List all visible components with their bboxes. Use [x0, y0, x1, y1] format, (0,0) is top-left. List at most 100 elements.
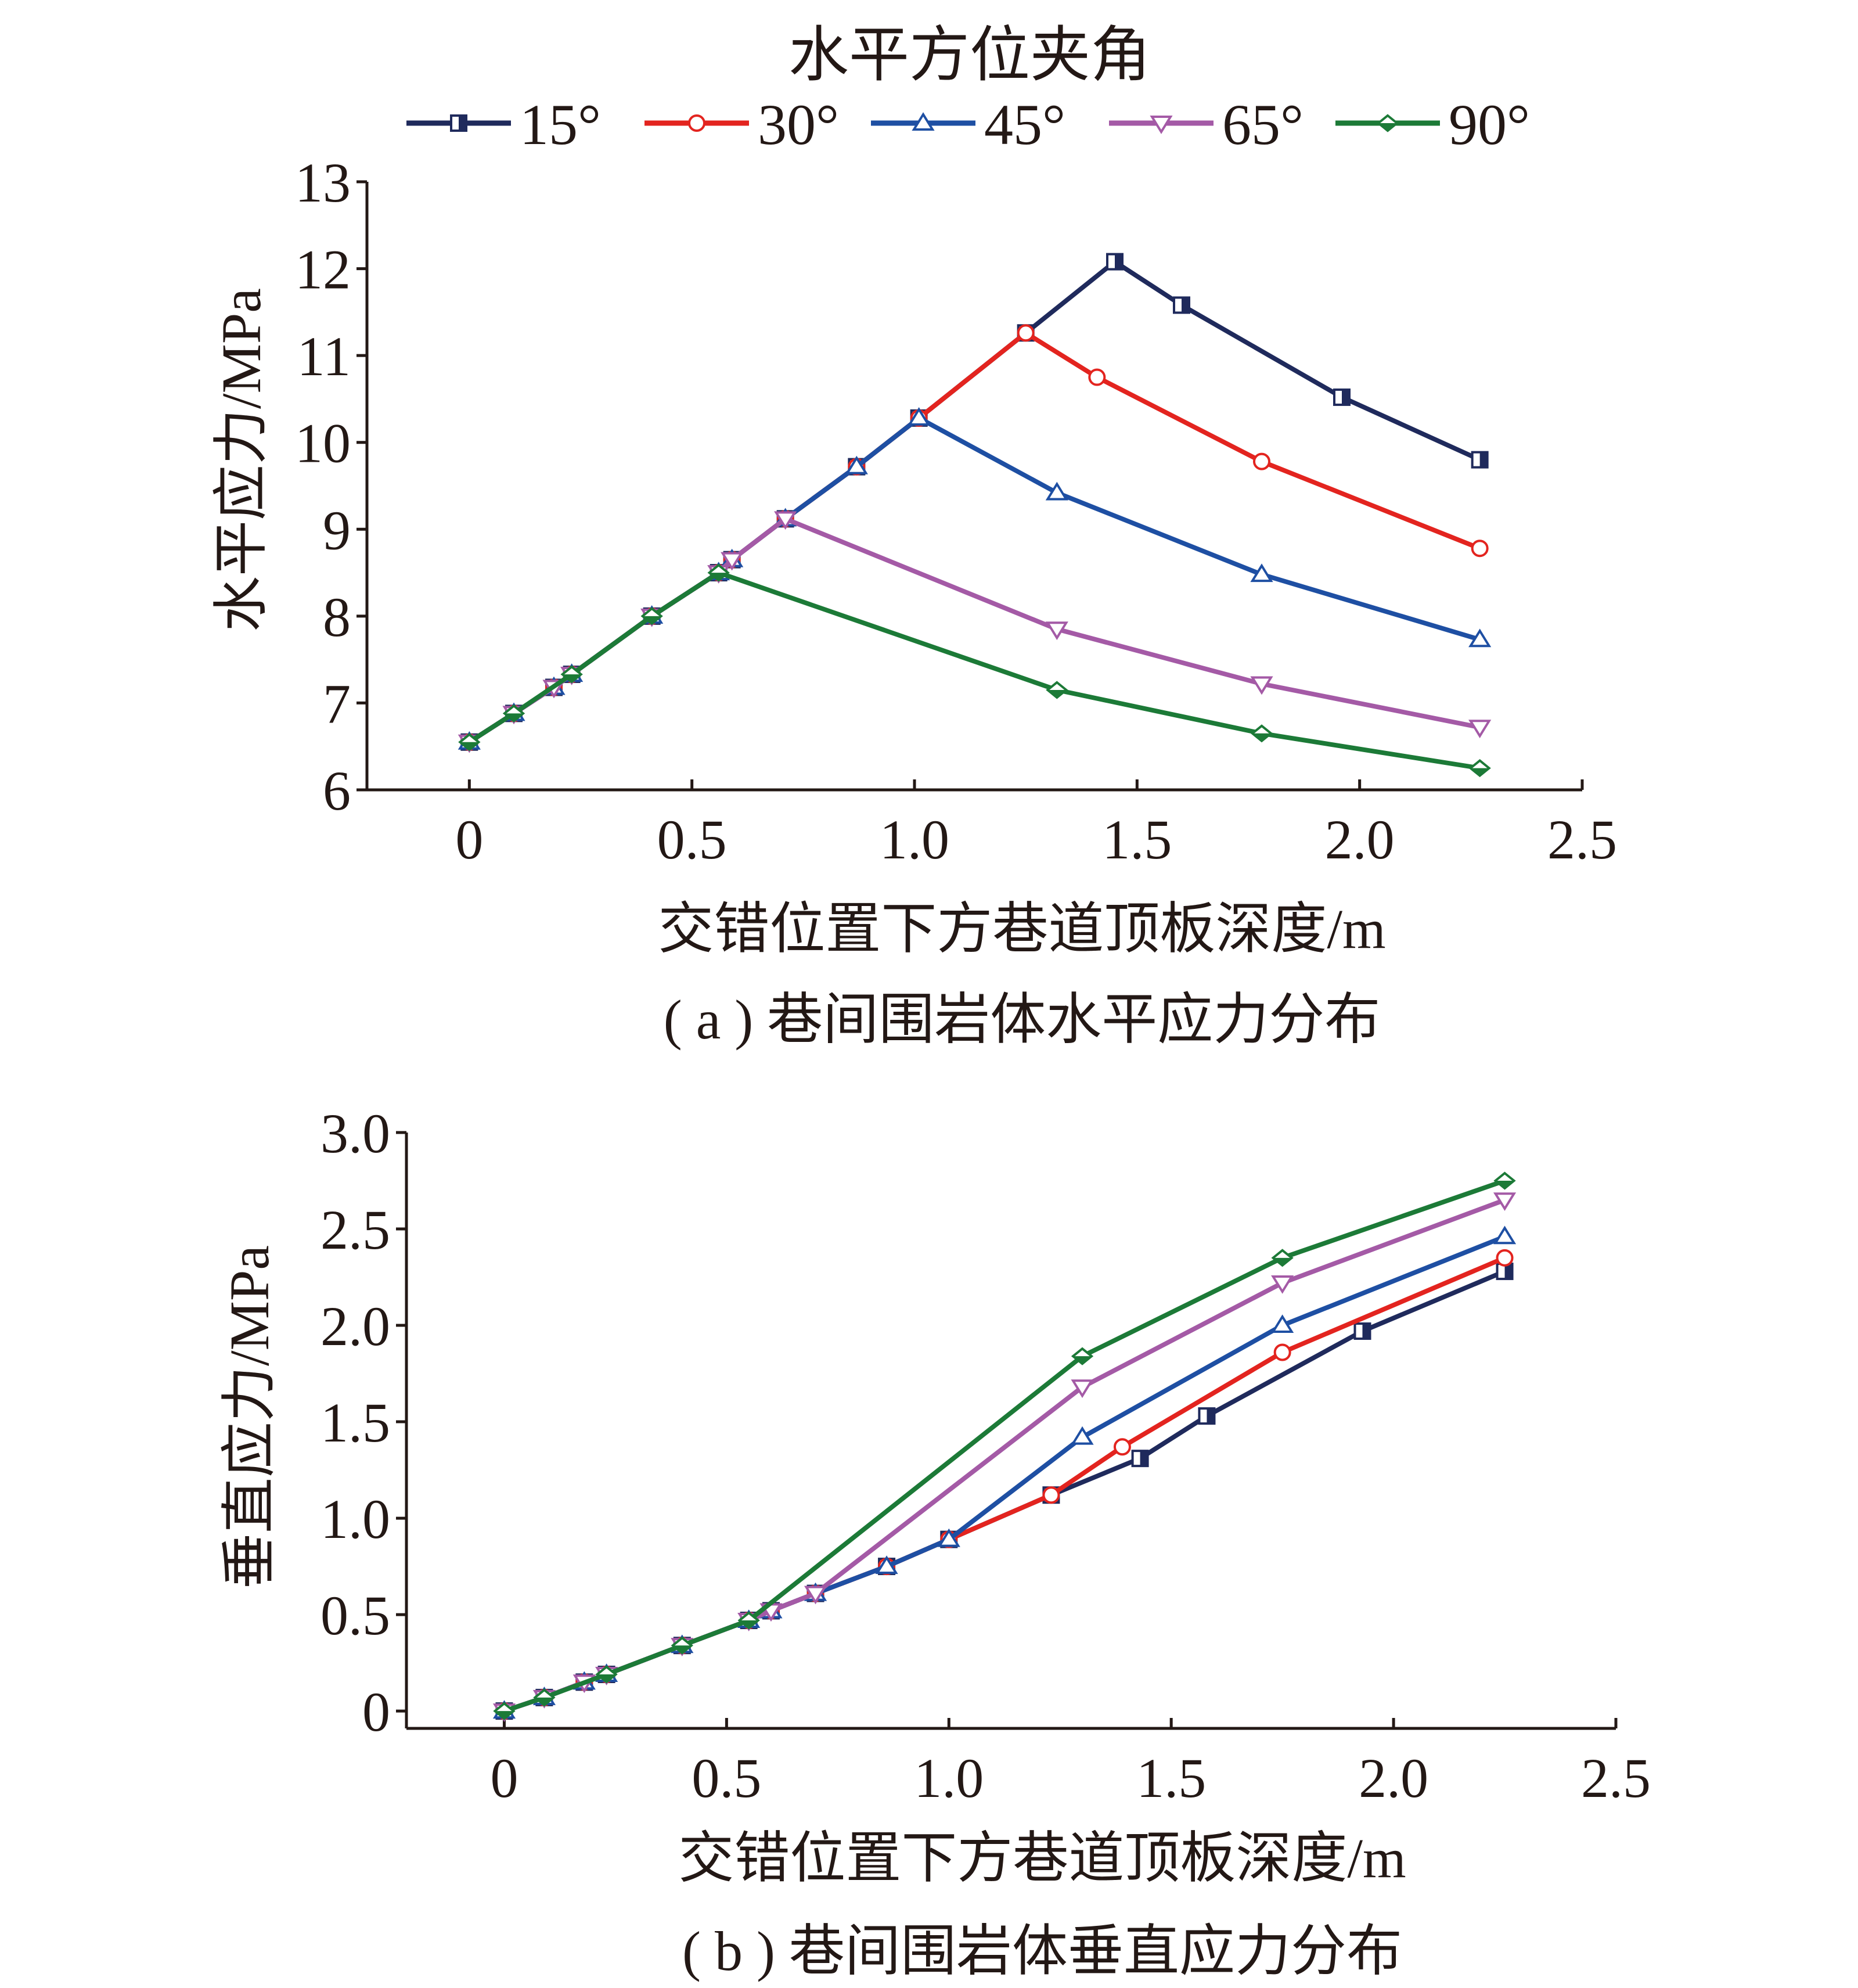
legend-label-3: 65° — [1222, 92, 1304, 157]
data-point — [1468, 628, 1492, 648]
data-point — [1471, 540, 1489, 558]
panel-b-axes: 0 0.5 1.0 1.5 2.0 2.5 3.0 0 0.5 1.0 1.5 2.0 2.5 — [321, 1102, 1651, 1809]
data-point-fill — [1479, 452, 1488, 468]
legend-label-0: 15° — [520, 92, 601, 157]
x-tick-label: 2.0 — [1359, 1747, 1428, 1809]
data-point — [1493, 1225, 1517, 1245]
data-point — [1253, 452, 1270, 470]
data-point — [1045, 621, 1068, 641]
data-point — [1493, 1192, 1517, 1212]
data-point-fill — [1362, 1324, 1370, 1339]
panel-a-caption: ( a ) 巷间围岩体水平应力分布 — [664, 988, 1381, 1051]
panel-b-ylabel: 垂直应力/MPa — [218, 1245, 280, 1589]
x-tick-label: 2.5 — [1581, 1747, 1651, 1809]
data-point — [721, 552, 744, 571]
data-point — [1088, 368, 1106, 386]
panel-a-series — [458, 253, 1492, 778]
y-tick-label: 2.0 — [321, 1295, 390, 1357]
series-30° — [495, 1249, 1514, 1720]
y-tick-label: 0 — [362, 1681, 390, 1743]
panel-b-xlabel: 交错位置下方巷道顶板深度/m — [678, 1827, 1406, 1889]
data-point-fill — [739, 1620, 758, 1628]
data-point — [1017, 324, 1035, 342]
x-tick-label: 1.5 — [1136, 1747, 1206, 1809]
data-point-fill — [642, 616, 661, 624]
data-point — [1250, 676, 1273, 695]
y-tick-label: 2.5 — [321, 1199, 390, 1261]
series-15° — [460, 253, 1489, 751]
series-line — [468, 415, 1481, 745]
series-90° — [493, 1171, 1516, 1720]
data-point-fill — [1140, 1451, 1148, 1466]
x-tick-label: 0.5 — [692, 1747, 761, 1809]
legend-marker-2 — [912, 112, 935, 131]
data-point-fill — [1182, 297, 1189, 313]
data-point-fill — [535, 1697, 554, 1705]
legend-marker-3 — [1150, 116, 1173, 134]
panel-a-horizontal-stress: 6 7 8 9 10 11 12 13 0 0.5 1.0 1.5 2.0 2.5 水平应力/MPa 交错… — [210, 152, 1617, 1051]
data-point-fill — [495, 1711, 514, 1719]
data-point-fill — [562, 674, 581, 682]
x-tick-label: 1.5 — [1102, 808, 1172, 871]
data-point-fill — [505, 713, 523, 721]
data-point — [1271, 1275, 1294, 1294]
series-line — [503, 1178, 1506, 1713]
data-point-fill — [1252, 733, 1271, 741]
x-tick-label: 0 — [455, 808, 483, 871]
series-line — [503, 1198, 1506, 1713]
data-point — [774, 511, 797, 530]
data-point-fill — [1504, 1264, 1513, 1279]
panel-a-xlabel: 交错位置下方巷道顶板深度/m — [658, 898, 1385, 960]
y-tick-label: 0.5 — [321, 1584, 390, 1647]
data-point-fill — [1207, 1408, 1215, 1424]
data-point-fill — [1495, 1181, 1514, 1189]
y-tick-label: 11 — [297, 325, 351, 387]
series-45° — [492, 1225, 1517, 1719]
y-tick-label: 12 — [295, 239, 351, 301]
x-tick-label: 1.0 — [914, 1747, 984, 1809]
series-15° — [495, 1263, 1514, 1720]
data-point-fill — [1047, 689, 1067, 698]
data-point — [1071, 1379, 1094, 1399]
legend-label-1: 30° — [758, 92, 839, 157]
y-tick-label: 6 — [323, 760, 351, 822]
series-line — [468, 330, 1481, 745]
y-tick-label: 7 — [323, 673, 351, 735]
data-point-fill — [460, 742, 479, 750]
legend-marker-0-fill — [459, 116, 466, 131]
data-point-fill — [1115, 254, 1122, 269]
data-point-fill — [1273, 1257, 1292, 1266]
y-tick-label: 10 — [295, 412, 351, 474]
x-tick-label: 2.5 — [1547, 808, 1617, 871]
y-tick-label: 13 — [295, 152, 351, 214]
x-tick-label: 0.5 — [657, 808, 727, 871]
data-point — [908, 407, 931, 426]
y-tick-label: 1.5 — [321, 1392, 390, 1454]
panel-a-axes: 6 7 8 9 10 11 12 13 0 0.5 1.0 1.5 2.0 2.5 — [295, 152, 1617, 871]
legend-marker-4-fill — [1378, 123, 1397, 131]
x-tick-label: 1.0 — [880, 808, 949, 871]
x-tick-label: 0 — [490, 1747, 518, 1809]
data-point — [875, 1555, 898, 1574]
series-line — [468, 570, 1481, 771]
legend-label-2: 45° — [984, 92, 1065, 157]
series-line — [503, 1234, 1506, 1713]
legend-title: 水平方位夹角 — [788, 22, 1151, 89]
panel-b-series — [492, 1171, 1517, 1722]
x-tick-label: 2.0 — [1325, 808, 1395, 871]
data-point — [1071, 1426, 1094, 1445]
y-tick-label: 3.0 — [321, 1102, 390, 1164]
y-tick-label: 1.0 — [321, 1488, 390, 1550]
legend-label-4: 90° — [1449, 92, 1530, 157]
panel-b-caption: ( b ) 巷间围岩体垂直应力分布 — [682, 1920, 1402, 1982]
data-point-fill — [597, 1674, 616, 1683]
legend: 水平方位夹角 15° 30° 45° 65° 90° — [406, 22, 1530, 157]
data-point-fill — [1470, 768, 1489, 776]
data-point — [1042, 1486, 1060, 1504]
y-tick-label: 8 — [323, 586, 351, 648]
data-point-fill — [1073, 1356, 1092, 1364]
data-point-fill — [1342, 389, 1349, 405]
data-point — [1468, 720, 1492, 739]
data-point — [1271, 1314, 1294, 1333]
